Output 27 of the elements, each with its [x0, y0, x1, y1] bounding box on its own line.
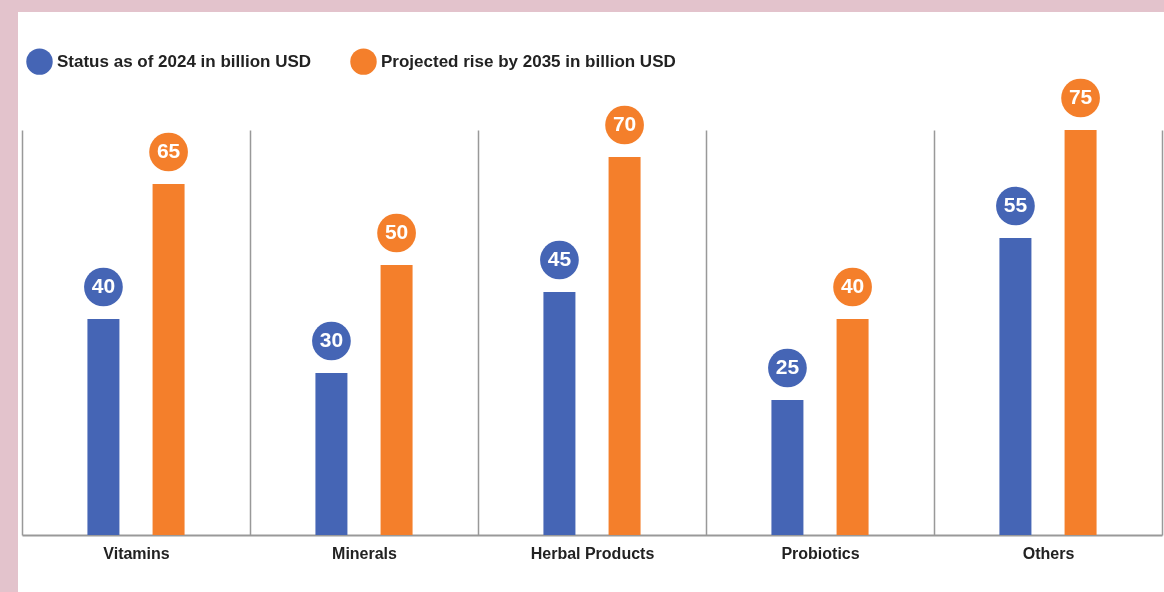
data-label: 70 — [612, 112, 637, 135]
bar — [1064, 130, 1097, 535]
data-label: 40 — [91, 274, 116, 297]
x-tick-label: Herbal Products — [530, 544, 655, 562]
bar — [608, 157, 641, 535]
data-label: 30 — [319, 328, 344, 351]
bar — [999, 238, 1032, 535]
bar — [380, 265, 413, 535]
bar — [771, 400, 804, 535]
data-label: 50 — [384, 220, 409, 243]
bar — [87, 319, 120, 535]
x-tick-label: Minerals — [332, 544, 398, 562]
legend-label: Status as of 2024 in billion USD — [57, 51, 312, 71]
data-label: 75 — [1068, 85, 1093, 108]
bar — [315, 373, 348, 535]
bar — [152, 184, 185, 535]
x-tick-label: Others — [1022, 544, 1075, 562]
legend-label: Projected rise by 2035 in billion USD — [381, 51, 676, 71]
data-label: 40 — [840, 274, 865, 297]
data-label: 25 — [775, 355, 800, 378]
data-label: 45 — [547, 247, 572, 270]
bar — [836, 319, 869, 535]
x-tick-label: Probiotics — [781, 544, 860, 562]
data-label: 65 — [156, 139, 181, 162]
x-tick-label: Vitamins — [103, 544, 170, 562]
data-label: 55 — [1003, 193, 1028, 216]
bar — [543, 292, 576, 535]
